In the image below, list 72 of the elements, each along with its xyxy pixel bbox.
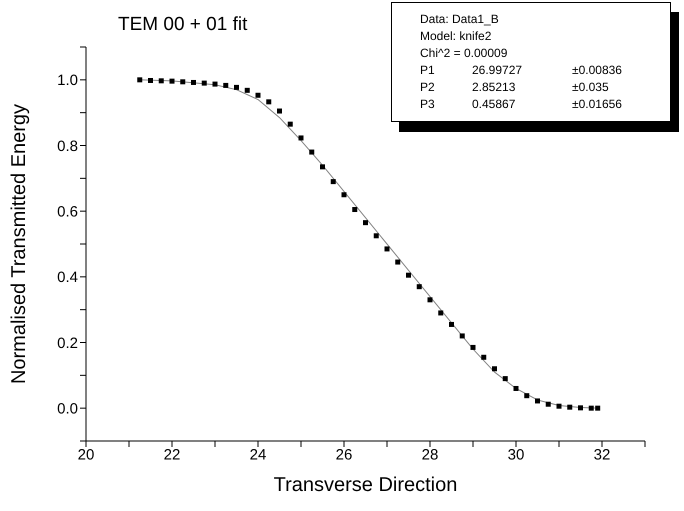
point bbox=[514, 386, 518, 391]
point bbox=[342, 192, 346, 198]
y-tick-label: 0.2 bbox=[57, 334, 78, 352]
annotation: P1 bbox=[420, 62, 436, 79]
text: Model: knife2 bbox=[420, 29, 492, 43]
y-tick-label: 1.0 bbox=[57, 72, 78, 90]
point bbox=[384, 246, 390, 252]
point bbox=[223, 82, 228, 88]
x-tick-label: 20 bbox=[78, 446, 94, 464]
x-tick-label: 32 bbox=[594, 446, 610, 464]
point bbox=[406, 272, 411, 278]
point bbox=[158, 78, 164, 84]
point bbox=[588, 406, 594, 411]
point bbox=[567, 404, 572, 410]
y-tick-label: 0.4 bbox=[57, 269, 78, 286]
annotation: Chi^2 = 0.00009 bbox=[420, 45, 508, 62]
point bbox=[449, 322, 454, 327]
y-tick-label: 0.6 bbox=[57, 203, 78, 220]
chart-title: TEM 00 + 01 fit bbox=[118, 14, 248, 35]
point bbox=[492, 366, 497, 372]
point bbox=[256, 92, 260, 98]
annotation: 0.45867 bbox=[472, 96, 516, 113]
point bbox=[148, 78, 153, 83]
text: 0.0 bbox=[57, 400, 78, 418]
y-tick-label: 0.8 bbox=[57, 138, 78, 155]
point bbox=[234, 84, 239, 90]
point bbox=[524, 393, 530, 398]
x-axis-title: Transverse Direction bbox=[274, 474, 458, 496]
point bbox=[212, 82, 218, 87]
y-axis-title: Normalised Transmitted Energy bbox=[8, 104, 30, 384]
x-tick-label: 26 bbox=[336, 446, 352, 464]
point bbox=[288, 122, 293, 127]
annotation: P2 bbox=[420, 79, 436, 96]
point bbox=[374, 233, 379, 238]
point bbox=[266, 99, 272, 104]
point bbox=[137, 77, 142, 82]
point bbox=[481, 354, 486, 360]
point bbox=[395, 260, 400, 265]
x-tick-label: 22 bbox=[164, 446, 180, 464]
point bbox=[202, 80, 207, 86]
point bbox=[460, 333, 465, 338]
point bbox=[428, 297, 432, 302]
annotation: ±0.035 bbox=[572, 79, 610, 96]
point bbox=[470, 344, 476, 350]
point bbox=[502, 376, 508, 382]
point bbox=[170, 78, 174, 84]
point bbox=[191, 80, 196, 85]
point bbox=[535, 398, 540, 404]
annotation: ±0.01656 bbox=[572, 96, 623, 113]
point bbox=[180, 79, 186, 84]
point bbox=[244, 88, 250, 93]
x-tick-label: 24 bbox=[250, 446, 266, 464]
point bbox=[416, 284, 422, 290]
point bbox=[320, 164, 325, 170]
text: Data: Data1_B bbox=[420, 12, 499, 26]
annotation: ±0.00836 bbox=[572, 62, 623, 79]
point bbox=[438, 310, 444, 316]
point bbox=[352, 207, 358, 212]
point bbox=[277, 108, 282, 114]
point bbox=[578, 405, 583, 410]
point bbox=[309, 150, 314, 155]
x-tick-label: 30 bbox=[508, 446, 524, 464]
point bbox=[595, 406, 600, 411]
point bbox=[298, 135, 304, 140]
point bbox=[546, 402, 551, 407]
annotation: P3 bbox=[420, 96, 436, 113]
point bbox=[330, 179, 336, 184]
x-tick-label: 28 bbox=[422, 446, 438, 464]
annotation: 26.99727 bbox=[472, 62, 524, 79]
point bbox=[556, 404, 562, 409]
point bbox=[363, 220, 368, 226]
annotation: 2.85213 bbox=[472, 79, 516, 96]
